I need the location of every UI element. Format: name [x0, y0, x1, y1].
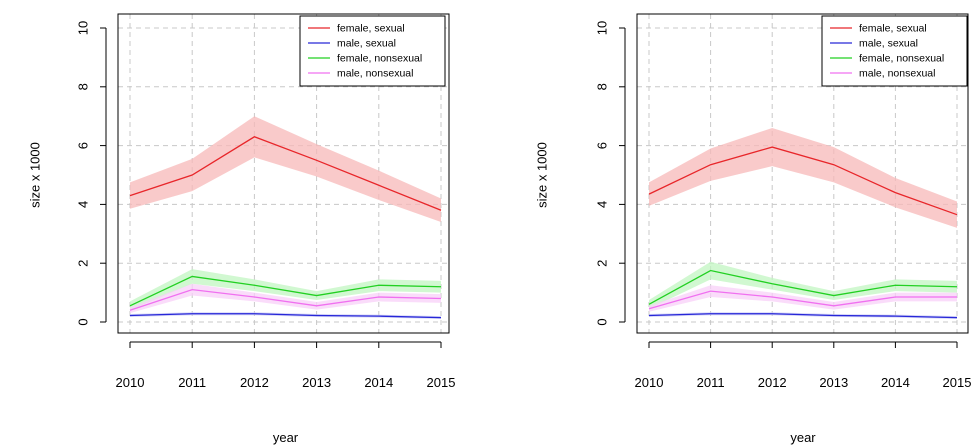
x-tick-label: 2014 [881, 375, 910, 390]
legend-item: female, sexual [308, 23, 405, 35]
y-tick-label: 2 [75, 260, 90, 267]
band-male-nonsexual [649, 285, 957, 312]
x-tick-label: 2011 [697, 375, 725, 390]
legend-item: male, nonsexual [830, 68, 935, 80]
series-line-male-nonsexual [129, 288, 442, 311]
y-tick-label: 6 [75, 142, 90, 149]
x-tick-label: 2010 [635, 375, 664, 390]
y-tick-label: 6 [594, 142, 609, 149]
legend-label: female, sexual [859, 23, 927, 35]
x-tick-label: 2015 [427, 375, 456, 390]
legend: female, sexual male, sexual female, nonsex… [821, 15, 968, 87]
legend-item: female, sexual [830, 23, 927, 35]
x-tick-label: 2015 [943, 375, 972, 390]
band-female-sexual [130, 116, 441, 223]
x-axis: 2010 2011 2012 2013 2014 2015 [635, 341, 972, 390]
band-female-nonsexual [130, 269, 441, 311]
x-tick-label: 2010 [116, 375, 145, 390]
series-line-male-nonsexual [648, 290, 957, 310]
y-tick-label: 2 [594, 260, 609, 267]
chart-panel-1: 2010 2011 2012 2013 2014 2015 0 2 4 6 8 10 year size … [27, 13, 456, 445]
y-tick-label: 4 [594, 201, 609, 208]
x-axis: 2010 2011 2012 2013 2014 2015 [116, 341, 456, 390]
series-lines [648, 146, 958, 319]
legend-item: male, sexual [308, 38, 396, 50]
y-tick-label: 10 [75, 21, 90, 35]
x-tick-label: 2014 [364, 375, 393, 390]
legend-label: male, sexual [337, 38, 396, 50]
x-tick-label: 2012 [758, 375, 787, 390]
confidence-bands [130, 116, 441, 320]
series-line-female-nonsexual [129, 275, 442, 307]
series-line-female-sexual [129, 136, 442, 211]
legend-item: male, nonsexual [308, 68, 413, 80]
band-female-sexual [649, 127, 957, 228]
x-tick-label: 2013 [302, 375, 331, 390]
legend-label: male, sexual [859, 38, 918, 50]
series-lines [129, 136, 442, 319]
x-axis-title: year [273, 430, 299, 445]
confidence-bands [649, 127, 957, 320]
legend-item: female, nonsexual [308, 53, 422, 65]
plot-frame [117, 13, 450, 334]
legend-label: female, nonsexual [337, 53, 422, 65]
y-axis: 0 2 4 6 8 10 [75, 21, 107, 326]
legend-item: female, nonsexual [830, 53, 944, 65]
y-tick-label: 10 [594, 21, 609, 35]
y-tick-label: 0 [75, 318, 90, 325]
y-axis-title: size x 1000 [534, 142, 549, 208]
legend-label: female, sexual [337, 23, 405, 35]
series-line-male-sexual [129, 313, 442, 319]
series-line-male-sexual [648, 313, 958, 319]
y-tick-label: 8 [75, 83, 90, 90]
legend-label: female, nonsexual [859, 53, 944, 65]
band-male-sexual [130, 312, 441, 320]
plot-frame [636, 13, 969, 334]
y-tick-label: 4 [75, 201, 90, 208]
y-axis: 0 2 4 6 8 10 [594, 21, 626, 326]
x-axis-title: year [790, 430, 816, 445]
legend-label: male, nonsexual [859, 68, 935, 80]
chart-panel-2: 2010 2011 2012 2013 2014 2015 0 2 4 6 8 10 year size … [534, 13, 972, 445]
legend-item: male, sexual [830, 38, 918, 50]
band-male-sexual [649, 312, 957, 320]
x-tick-label: 2012 [240, 375, 269, 390]
x-tick-label: 2011 [178, 375, 206, 390]
y-tick-label: 0 [594, 318, 609, 325]
x-tick-label: 2013 [819, 375, 848, 390]
legend: female, sexual male, sexual female, nonsex… [299, 15, 446, 87]
y-tick-label: 8 [594, 83, 609, 90]
series-line-female-sexual [648, 146, 958, 216]
series-line-female-nonsexual [648, 269, 958, 305]
y-axis-title: size x 1000 [27, 142, 42, 208]
legend-label: male, nonsexual [337, 68, 413, 80]
